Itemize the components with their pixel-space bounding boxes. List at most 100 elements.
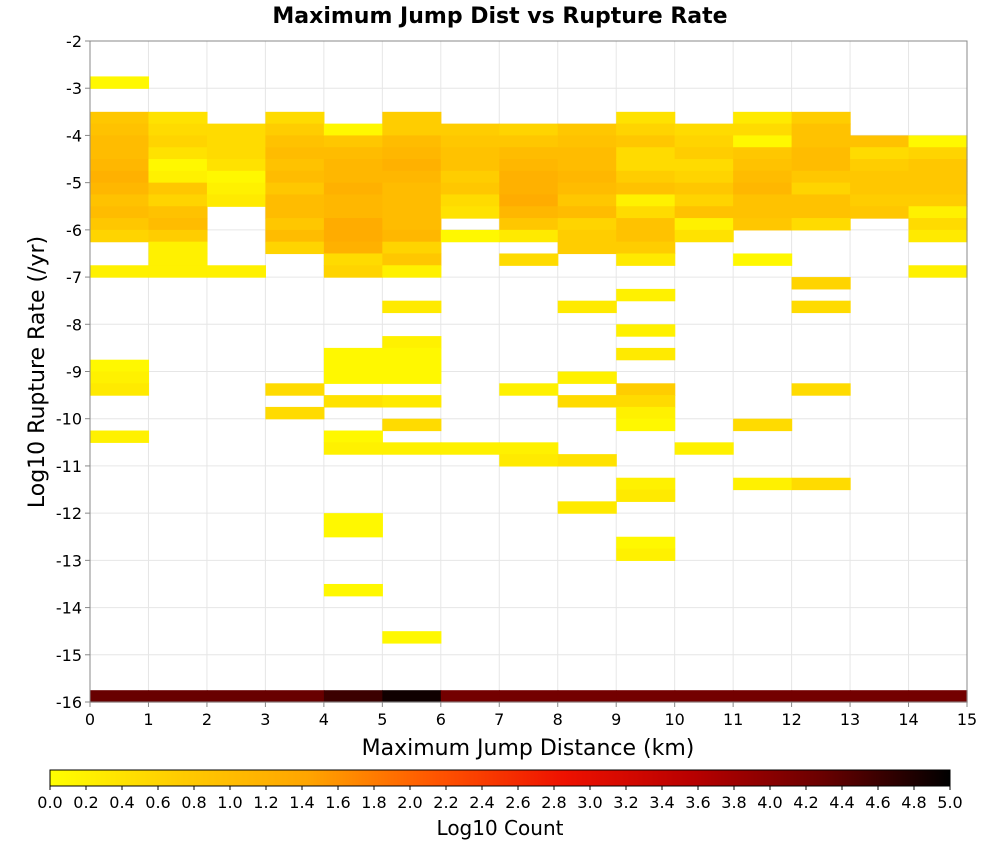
- y-tick-label-4: -12: [56, 504, 82, 523]
- colorbar-tick-label-19: 3.8: [721, 793, 746, 812]
- heatmap-cell: [440, 182, 500, 196]
- y-tick-label-11: -5: [66, 174, 82, 193]
- heatmap-cell: [908, 206, 968, 219]
- heatmap-cell: [499, 170, 559, 184]
- heatmap-cell: [90, 371, 150, 384]
- heatmap-cell: [499, 454, 559, 467]
- heatmap-cell: [440, 170, 500, 184]
- heatmap-cell: [206, 147, 266, 160]
- colorbar-tick-label-13: 2.6: [505, 793, 530, 812]
- heatmap-cell: [616, 241, 676, 255]
- y-tick-label-5: -11: [56, 457, 82, 476]
- heatmap-cell: [791, 477, 851, 491]
- heatmap-cell: [382, 690, 442, 703]
- heatmap-cell: [148, 182, 208, 196]
- heatmap-cell: [382, 371, 442, 384]
- heatmap-cell: [206, 123, 266, 137]
- x-tick-label-13: 13: [840, 710, 860, 729]
- heatmap-cell: [908, 218, 968, 231]
- heatmap-cell: [850, 147, 910, 160]
- x-tick-label-15: 15: [957, 710, 977, 729]
- heatmap-cell: [323, 524, 383, 538]
- heatmap-cell: [674, 206, 734, 219]
- heatmap-cell: [323, 583, 383, 597]
- heatmap-cell: [382, 265, 442, 278]
- heatmap-cell: [206, 159, 266, 172]
- x-tick-label-11: 11: [723, 710, 743, 729]
- heatmap-cell: [265, 218, 325, 231]
- y-tick-label-6: -10: [56, 410, 82, 429]
- heatmap-cell: [265, 123, 325, 137]
- x-tick-label-5: 5: [377, 710, 387, 729]
- y-tick-label-9: -7: [66, 268, 82, 287]
- heatmap-cell: [148, 690, 208, 703]
- heatmap-cell: [148, 135, 208, 148]
- x-tick-label-0: 0: [85, 710, 95, 729]
- x-tick-label-14: 14: [898, 710, 918, 729]
- heatmap-cell: [265, 406, 325, 420]
- heatmap-cell: [850, 206, 910, 219]
- heatmap-cell: [733, 111, 793, 125]
- heatmap-cell: [382, 347, 442, 361]
- heatmap-cell: [791, 383, 851, 396]
- heatmap-cell: [265, 383, 325, 396]
- heatmap-cell: [850, 135, 910, 148]
- heatmap-cell: [616, 229, 676, 243]
- heatmap-cell: [148, 253, 208, 266]
- heatmap-cell: [616, 194, 676, 207]
- heatmap-cell: [616, 690, 676, 703]
- y-tick-label-10: -6: [66, 221, 82, 240]
- heatmap-cell: [499, 253, 559, 266]
- heatmap-cell: [499, 159, 559, 172]
- heatmap-cell: [616, 123, 676, 137]
- heatmap-cell: [616, 324, 676, 337]
- heatmap-cell: [791, 194, 851, 207]
- heatmap-cell: [499, 206, 559, 219]
- y-tick-label-14: -2: [66, 32, 82, 51]
- heatmap-cell: [206, 182, 266, 196]
- heatmap-cell: [674, 123, 734, 137]
- heatmap-cell: [440, 206, 500, 219]
- heatmap-cell: [382, 300, 442, 314]
- heatmap-cell: [499, 147, 559, 160]
- heatmap-cell: [791, 277, 851, 290]
- heatmap-cell: [382, 241, 442, 255]
- heatmap-cell: [616, 218, 676, 231]
- heatmap-cell: [674, 442, 734, 455]
- heatmap-cell: [323, 253, 383, 266]
- y-axis-ticks: -16 -15 -14 -13 -12 -11 -10 -9 -8 -7 -6 -5 -4 -3 -2: [56, 32, 90, 712]
- heatmap-cell: [265, 241, 325, 255]
- heatmap-cell: [90, 135, 150, 148]
- heatmap-cell: [382, 218, 442, 231]
- colorbar-tick-label-15: 3.0: [577, 793, 602, 812]
- heatmap-cell: [440, 690, 500, 703]
- heatmap-cell: [90, 206, 150, 219]
- heatmap-cell: [148, 218, 208, 231]
- heatmap-cell: [616, 347, 676, 361]
- heatmap-cell: [616, 477, 676, 491]
- heatmap-cell: [323, 395, 383, 408]
- colorbar-tick-label-3: 0.6: [145, 793, 170, 812]
- heatmap-cell: [323, 135, 383, 148]
- heatmap-cell: [382, 229, 442, 243]
- heatmap-cell: [616, 288, 676, 302]
- x-tick-label-12: 12: [781, 710, 801, 729]
- heatmap-cell: [440, 123, 500, 137]
- colorbar-tick-label-23: 4.6: [865, 793, 890, 812]
- heatmap-cell: [148, 159, 208, 172]
- heatmap-cell: [616, 111, 676, 125]
- heatmap-cell: [90, 147, 150, 160]
- colorbar-tick-label-8: 1.6: [325, 793, 350, 812]
- heatmap-cell: [616, 383, 676, 396]
- heatmap-cell: [557, 147, 617, 160]
- colorbar: [49, 769, 951, 787]
- y-tick-label-8: -8: [66, 315, 82, 334]
- heatmap-cell: [791, 135, 851, 148]
- heatmap-cell: [557, 159, 617, 172]
- colorbar-tick-label-6: 1.2: [253, 793, 278, 812]
- chart-title: Maximum Jump Dist vs Rupture Rate: [272, 4, 727, 29]
- heatmap-cell: [499, 690, 559, 703]
- heatmap-cell: [791, 206, 851, 219]
- heatmap-cell: [382, 182, 442, 196]
